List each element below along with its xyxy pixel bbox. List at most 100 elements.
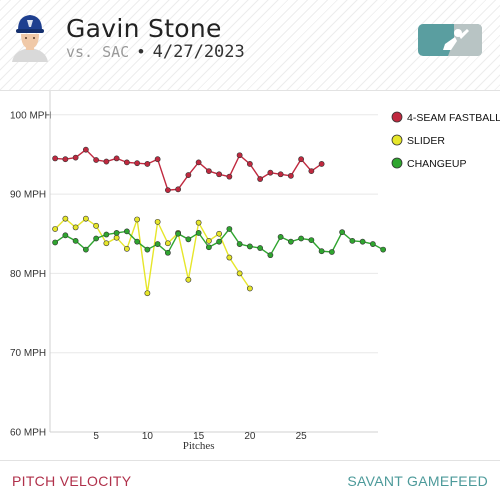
game-info: vs. SAC • 4/27/2023 bbox=[66, 42, 245, 62]
data-point bbox=[134, 238, 141, 245]
x-tick-label: 25 bbox=[296, 431, 308, 442]
legend-marker bbox=[391, 157, 403, 169]
data-point bbox=[93, 235, 100, 242]
data-point bbox=[267, 169, 274, 176]
data-point bbox=[175, 186, 182, 193]
legend-label: 4-SEAM FASTBALL bbox=[407, 112, 500, 124]
data-point bbox=[93, 157, 100, 163]
player-headshot-icon bbox=[12, 15, 48, 62]
data-point bbox=[339, 229, 346, 236]
data-point bbox=[226, 254, 233, 261]
data-point bbox=[298, 235, 305, 242]
data-point bbox=[216, 238, 223, 245]
data-point bbox=[195, 230, 202, 236]
header: Gavin Stone vs. SAC • 4/27/2023 bbox=[0, 0, 500, 91]
data-point bbox=[164, 187, 171, 194]
savant-gamefeed-link[interactable]: SAVANT GAMEFEED bbox=[347, 473, 488, 489]
data-point bbox=[185, 172, 192, 178]
data-point bbox=[52, 239, 59, 246]
velocity-chart: 100 MPH 90 MPH 80 MPH 70 MPH 60 MPH 5 10 15 20 25… bbox=[10, 91, 500, 452]
data-point bbox=[205, 237, 212, 244]
data-point bbox=[369, 241, 376, 247]
data-point bbox=[328, 249, 335, 255]
data-point bbox=[185, 236, 192, 243]
data-point bbox=[62, 215, 69, 222]
x-tick-label: 15 bbox=[193, 431, 205, 442]
data-point bbox=[236, 152, 243, 159]
data-point bbox=[113, 155, 120, 162]
y-tick-label: 70 MPH bbox=[10, 348, 46, 359]
data-point bbox=[123, 159, 130, 166]
data-point bbox=[175, 230, 182, 237]
data-point bbox=[349, 237, 356, 244]
legend-label: SLIDER bbox=[407, 135, 445, 147]
data-point bbox=[154, 241, 161, 247]
data-point bbox=[216, 230, 223, 237]
data-point bbox=[246, 285, 253, 292]
mlb-logo-icon bbox=[418, 24, 482, 56]
x-axis-label: Pitches bbox=[183, 440, 215, 452]
data-point bbox=[236, 270, 243, 277]
data-point bbox=[308, 237, 315, 243]
data-point bbox=[226, 173, 233, 180]
data-point bbox=[62, 156, 69, 163]
data-point bbox=[82, 246, 89, 253]
data-point bbox=[144, 246, 151, 253]
data-point bbox=[154, 218, 161, 225]
data-point bbox=[123, 245, 130, 252]
data-point bbox=[93, 222, 100, 229]
data-point bbox=[216, 171, 223, 178]
data-point bbox=[246, 243, 253, 250]
data-point bbox=[134, 216, 141, 223]
data-point bbox=[185, 276, 192, 283]
data-point bbox=[287, 238, 294, 245]
data-point bbox=[205, 168, 212, 174]
data-point bbox=[246, 161, 253, 167]
data-point bbox=[195, 219, 202, 226]
data-point bbox=[52, 226, 59, 232]
y-tick-label: 60 MPH bbox=[10, 428, 46, 439]
pitch-velocity-link[interactable]: PITCH VELOCITY bbox=[12, 473, 132, 489]
data-point bbox=[134, 160, 141, 167]
data-point bbox=[277, 171, 284, 178]
y-tick-label: 90 MPH bbox=[10, 190, 46, 201]
data-point bbox=[144, 161, 151, 167]
data-point bbox=[195, 159, 202, 166]
x-tick-label: 20 bbox=[244, 431, 256, 442]
data-point bbox=[82, 146, 89, 153]
data-point bbox=[318, 248, 325, 255]
data-point bbox=[308, 168, 315, 174]
data-point bbox=[298, 156, 305, 163]
data-point bbox=[154, 156, 161, 163]
data-point bbox=[103, 240, 110, 247]
data-point bbox=[164, 249, 171, 256]
series-line-1 bbox=[54, 217, 251, 294]
player-name: Gavin Stone bbox=[66, 14, 222, 43]
legend-marker bbox=[391, 111, 403, 123]
data-point bbox=[277, 234, 284, 240]
legend-label: CHANGEUP bbox=[407, 158, 467, 170]
data-point bbox=[287, 172, 294, 179]
game-date: 4/27/2023 bbox=[152, 42, 245, 62]
y-tick-label: 100 MPH bbox=[10, 110, 52, 121]
opponent-label: vs. SAC bbox=[66, 43, 130, 61]
footer: PITCH VELOCITY SAVANT GAMEFEED bbox=[0, 460, 500, 501]
data-point bbox=[164, 240, 171, 247]
x-tick-label: 5 bbox=[93, 431, 99, 442]
data-point bbox=[226, 226, 233, 232]
data-point bbox=[113, 234, 120, 241]
data-point bbox=[103, 231, 110, 238]
data-point bbox=[257, 245, 264, 251]
data-point bbox=[52, 155, 59, 162]
data-point bbox=[72, 224, 79, 231]
data-point bbox=[267, 252, 274, 259]
data-point bbox=[82, 215, 89, 222]
data-point bbox=[359, 238, 366, 245]
data-point bbox=[123, 228, 130, 235]
data-point bbox=[380, 246, 387, 253]
data-point bbox=[72, 154, 79, 161]
data-point bbox=[72, 237, 79, 244]
data-point bbox=[113, 230, 120, 236]
data-point bbox=[257, 176, 264, 182]
data-point bbox=[236, 241, 243, 247]
